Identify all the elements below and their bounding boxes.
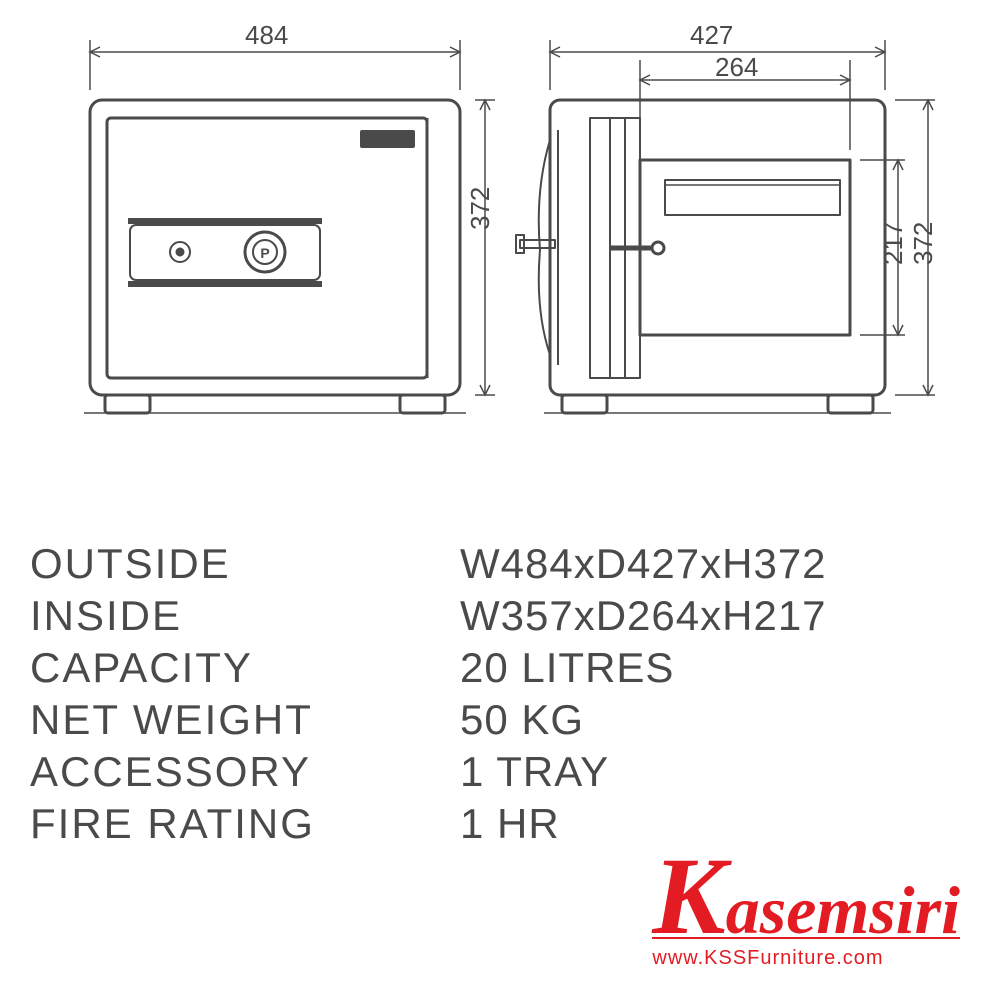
spec-table: OUTSIDE W484xD427xH372 INSIDE W357xD264x… [30, 540, 970, 852]
spec-row: NET WEIGHT 50 KG [30, 696, 970, 744]
spec-row: ACCESSORY 1 TRAY [30, 748, 970, 796]
spec-label-accessory: ACCESSORY [30, 748, 460, 796]
spec-row: INSIDE W357xD264xH217 [30, 592, 970, 640]
spec-value-fire: 1 HR [460, 800, 560, 848]
diagram-area: P [50, 30, 950, 460]
logo-rest: asemsiri [726, 872, 960, 948]
side-height-label: 372 [908, 222, 939, 265]
side-inner-height-label: 217 [878, 222, 909, 265]
spec-row: OUTSIDE W484xD427xH372 [30, 540, 970, 588]
spec-value-accessory: 1 TRAY [460, 748, 609, 796]
spec-label-inside: INSIDE [30, 592, 460, 640]
spec-row: CAPACITY 20 LITRES [30, 644, 970, 692]
side-depth-label: 427 [690, 20, 733, 51]
logo-k: K [652, 835, 725, 957]
spec-row: FIRE RATING 1 HR [30, 800, 970, 848]
spec-value-inside: W357xD264xH217 [460, 592, 827, 640]
spec-value-weight: 50 KG [460, 696, 584, 744]
spec-value-capacity: 20 LITRES [460, 644, 674, 692]
brand-logo: Kasemsiri www.KSSFurniture.com [652, 863, 960, 970]
logo-text: Kasemsiri [652, 863, 960, 931]
svg-text:P: P [260, 245, 269, 261]
logo-url: www.KSSFurniture.com [652, 947, 960, 970]
side-inner-depth-label: 264 [715, 52, 758, 83]
spec-value-outside: W484xD427xH372 [460, 540, 827, 588]
spec-label-weight: NET WEIGHT [30, 696, 460, 744]
spec-label-capacity: CAPACITY [30, 644, 460, 692]
front-width-label: 484 [245, 20, 288, 51]
front-height-label: 372 [465, 187, 496, 230]
safe-diagram-svg: P [50, 30, 950, 460]
spec-label-outside: OUTSIDE [30, 540, 460, 588]
spec-label-fire: FIRE RATING [30, 800, 460, 848]
